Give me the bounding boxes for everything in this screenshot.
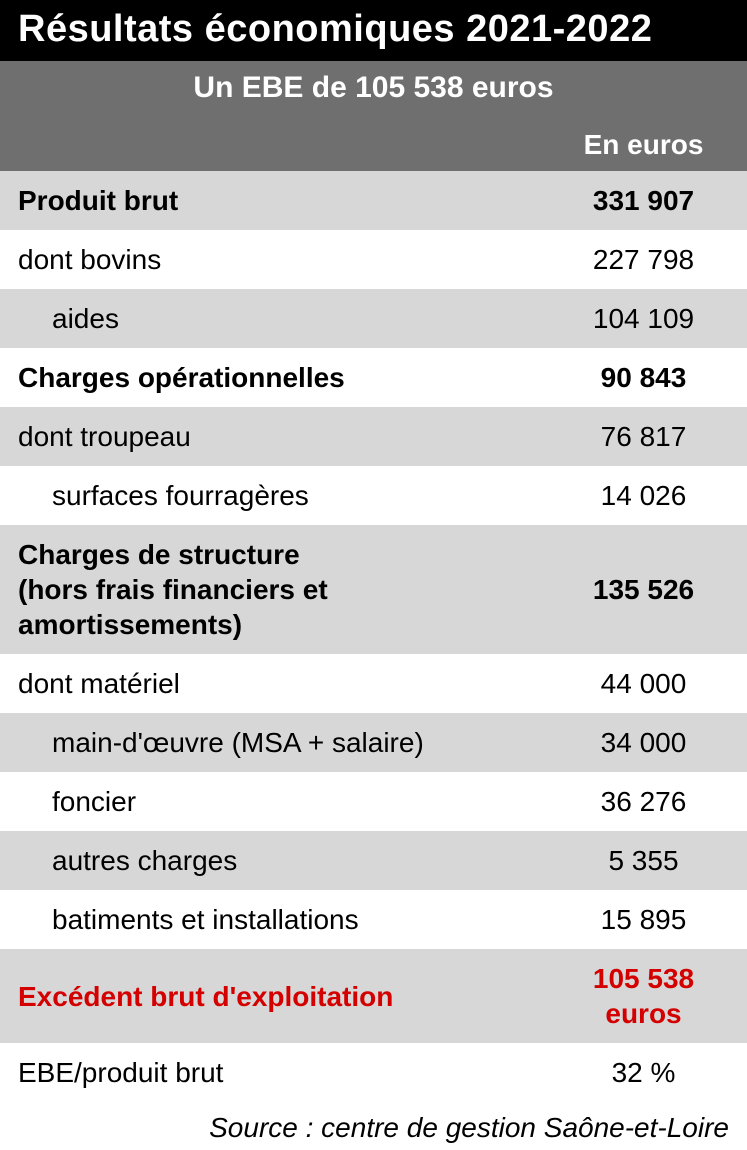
table-row: EBE/produit brut32 %: [0, 1043, 747, 1102]
table-row: Excédent brut d'exploitation105 538 euro…: [0, 949, 747, 1043]
row-value: 76 817: [540, 407, 747, 466]
row-value: 90 843: [540, 348, 747, 407]
row-label: main-d'œuvre (MSA + salaire): [0, 713, 540, 772]
row-value: 135 526: [540, 525, 747, 654]
table-title: Résultats économiques 2021-2022: [0, 0, 747, 61]
row-value: 105 538 euros: [540, 949, 747, 1043]
table-row: aides104 109: [0, 289, 747, 348]
row-value: 5 355: [540, 831, 747, 890]
row-label: Excédent brut d'exploitation: [0, 949, 540, 1043]
row-label: dont matériel: [0, 654, 540, 713]
table-source: Source : centre de gestion Saône-et-Loir…: [0, 1102, 747, 1150]
column-header-row: En euros: [0, 119, 747, 171]
row-value: 14 026: [540, 466, 747, 525]
table-row: batiments et installations15 895: [0, 890, 747, 949]
row-value: 15 895: [540, 890, 747, 949]
row-label: EBE/produit brut: [0, 1043, 540, 1102]
row-value: 331 907: [540, 171, 747, 230]
table-subtitle: Un EBE de 105 538 euros: [0, 61, 747, 119]
row-label: foncier: [0, 772, 540, 831]
column-header-blank: [0, 119, 540, 171]
economic-results-table: Résultats économiques 2021-2022 Un EBE d…: [0, 0, 747, 1150]
row-label: Charges opérationnelles: [0, 348, 540, 407]
column-header-value: En euros: [540, 119, 747, 171]
row-label: dont bovins: [0, 230, 540, 289]
table-row: main-d'œuvre (MSA + salaire)34 000: [0, 713, 747, 772]
data-table: En euros Produit brut331 907dont bovins2…: [0, 119, 747, 1102]
row-value: 36 276: [540, 772, 747, 831]
table-row: dont troupeau76 817: [0, 407, 747, 466]
row-value: 32 %: [540, 1043, 747, 1102]
table-row: autres charges5 355: [0, 831, 747, 890]
row-value: 34 000: [540, 713, 747, 772]
table-row: surfaces fourragères14 026: [0, 466, 747, 525]
row-value: 227 798: [540, 230, 747, 289]
table-row: Produit brut331 907: [0, 171, 747, 230]
row-label: Charges de structure(hors frais financie…: [0, 525, 540, 654]
table-row: foncier36 276: [0, 772, 747, 831]
row-label: dont troupeau: [0, 407, 540, 466]
row-label: Produit brut: [0, 171, 540, 230]
table-row: Charges opérationnelles90 843: [0, 348, 747, 407]
table-row: dont bovins227 798: [0, 230, 747, 289]
row-label: batiments et installations: [0, 890, 540, 949]
row-label: autres charges: [0, 831, 540, 890]
row-value: 44 000: [540, 654, 747, 713]
row-label: surfaces fourragères: [0, 466, 540, 525]
table-row: Charges de structure(hors frais financie…: [0, 525, 747, 654]
row-value: 104 109: [540, 289, 747, 348]
table-row: dont matériel44 000: [0, 654, 747, 713]
row-label: aides: [0, 289, 540, 348]
